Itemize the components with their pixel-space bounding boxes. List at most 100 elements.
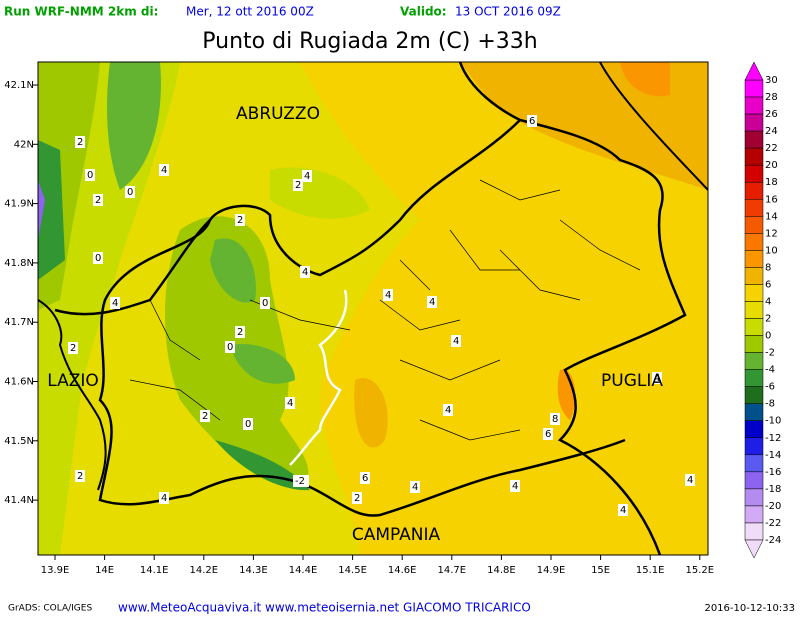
colorbar-label: -8 [765, 399, 775, 410]
x-tick-label: 14.8E [487, 565, 516, 576]
contour-label-bg [293, 475, 309, 487]
contour-label-bg [75, 136, 85, 148]
colorbar-swatch [744, 147, 764, 166]
colorbar-swatch [744, 130, 764, 149]
colorbar-swatch [744, 488, 764, 507]
field-zone [230, 344, 295, 384]
colorbar-label: -14 [765, 450, 781, 461]
colorbar-label: 28 [765, 92, 778, 103]
region-label: CAMPANIA [352, 525, 441, 545]
colorbar-swatch [744, 386, 764, 404]
contour-label-bg [543, 428, 553, 440]
contour-label: 4 [429, 297, 435, 308]
contour-label-bg [159, 164, 169, 176]
colorbar-swatch [744, 454, 764, 473]
contour-label-bg [200, 410, 210, 422]
x-tick-label: 14.1E [140, 565, 169, 576]
field-zone [354, 378, 388, 448]
colorbar-label: 6 [765, 279, 771, 290]
contour-label-bg [302, 170, 312, 182]
contour-label: 2 [95, 195, 101, 206]
x-tick-label: 15.2E [686, 565, 715, 576]
contour-label: 4 [687, 475, 693, 486]
colorbar-swatch [744, 164, 764, 183]
colorbar-label: -24 [765, 535, 781, 546]
regional-border [98, 219, 626, 517]
contour-label-bg [235, 326, 245, 338]
contour-label-bg [125, 186, 135, 198]
contour-label: 0 [262, 298, 268, 309]
x-tick-label: 15.1E [636, 565, 665, 576]
y-tick-label: 41.4N [4, 495, 34, 506]
contour-label-bg [652, 372, 662, 384]
colorbar-label: 30 [765, 75, 778, 86]
contour-label: 8 [552, 414, 558, 425]
colorbar-label: 14 [765, 211, 778, 222]
colorbar-label: 22 [765, 143, 778, 154]
field [38, 62, 708, 555]
contour-label: 2 [354, 493, 360, 504]
y-tick-label: 41.5N [4, 436, 34, 447]
field-zone [620, 62, 670, 97]
regional-border [38, 299, 107, 491]
x-tick-label: 13.9E [41, 565, 70, 576]
colorbar-label: 24 [765, 126, 778, 137]
x-tick-label: 14.3E [239, 565, 268, 576]
colorbar-label: -20 [765, 501, 781, 512]
y-tick-label: 41.8N [4, 258, 34, 269]
field-zone [300, 62, 708, 555]
y-tick-label: 41.7N [4, 317, 34, 328]
colorbar-swatch [744, 403, 764, 421]
map-frame [37, 61, 709, 556]
contour-label-bg [510, 480, 520, 492]
y-tick-label: 41.6N [4, 377, 34, 388]
field-zone [215, 440, 310, 491]
colorbar-swatch [744, 335, 764, 353]
colorbar-label: 2 [765, 314, 771, 325]
colorbar-label: -18 [765, 484, 781, 495]
colorbar-swatch [744, 522, 764, 541]
footer-center: www.MeteoAcquaviva.it www.meteoisernia.n… [118, 601, 531, 615]
contour-label-bg [93, 252, 103, 264]
colorbar-swatch [744, 471, 764, 490]
contour-label: 2 [202, 411, 208, 422]
contour-label: 0 [95, 253, 101, 264]
contour-label: 4 [620, 505, 626, 516]
colorbar-label: -6 [765, 382, 775, 393]
contour-label-bg [427, 296, 437, 308]
x-tick-label: 14.4E [289, 565, 318, 576]
colorbar-label: 10 [765, 245, 778, 256]
footer-right: 2016-10-12-10:33 [704, 603, 795, 614]
contour-label: 4 [161, 165, 167, 176]
colorbar-label: 8 [765, 262, 771, 273]
regional-border [458, 62, 687, 555]
colorbar-swatch [744, 250, 764, 268]
boundaries [38, 62, 708, 555]
x-tick-label: 14.2E [190, 565, 219, 576]
contour-label-bg [235, 214, 245, 226]
contour-label: 2 [237, 215, 243, 226]
colorbar-label: -4 [765, 365, 775, 376]
valid-date: 13 OCT 2016 09Z [455, 5, 561, 19]
contour-label: 6 [529, 116, 535, 127]
colorbar-swatch [744, 96, 764, 115]
colorbar-swatch [744, 420, 764, 439]
footer-left: GrADS: COLA/IGES [8, 604, 92, 614]
region-label: LAZIO [47, 371, 99, 391]
colorbar-swatch [744, 505, 764, 524]
contour-label-bg [451, 335, 461, 347]
map-title: Punto di Rugiada 2m (C) +33h [202, 29, 537, 54]
run-label: Run WRF-NMM 2km di: [4, 5, 158, 19]
contour-label-bg [293, 179, 303, 191]
contour-label: 4 [385, 290, 391, 301]
contour-label-bg [410, 481, 420, 493]
colorbar-label: 16 [765, 194, 778, 205]
contour-label: 2 [70, 343, 76, 354]
colorbar-swatch [744, 113, 764, 132]
field-zone [460, 62, 708, 190]
run-date: Mer, 12 ott 2016 00Z [186, 5, 314, 19]
contour-label: 0 [245, 419, 251, 430]
colorbar-label: -10 [765, 416, 781, 427]
colorbar-label: 26 [765, 109, 778, 120]
